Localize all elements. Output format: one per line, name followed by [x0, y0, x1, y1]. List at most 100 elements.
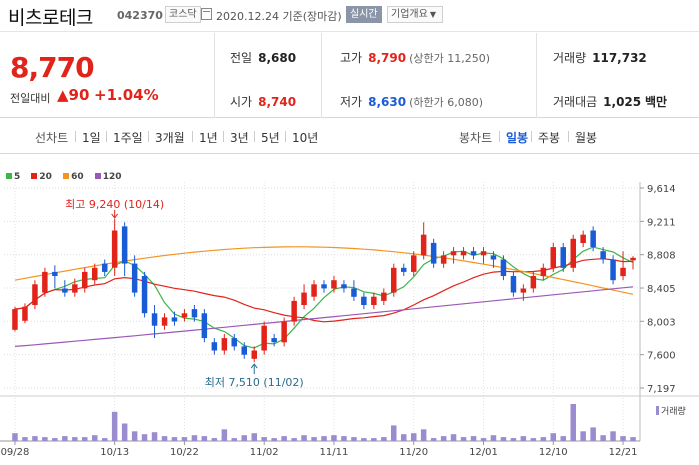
candle-body — [470, 251, 477, 256]
divider — [192, 131, 193, 142]
volume-bar — [530, 438, 537, 441]
volume-bar — [361, 438, 367, 441]
candle-body — [590, 230, 596, 247]
volume-bar — [351, 437, 357, 441]
candle-body — [131, 263, 138, 293]
volume-bar — [630, 437, 636, 441]
divider — [536, 33, 537, 118]
candle-body — [500, 259, 507, 276]
volume-bar — [221, 429, 228, 441]
candle-weekly[interactable]: 주봉 — [538, 131, 561, 145]
period-5y[interactable]: 5년 — [261, 131, 280, 145]
candle-body — [271, 338, 277, 343]
stock-header: 비츠로테크 042370 코스닥 2020.12.24 기준(장마감) 실시간 … — [0, 0, 699, 32]
divider — [285, 131, 286, 142]
candle-body — [311, 284, 317, 297]
divider — [254, 131, 255, 142]
candle-body — [22, 306, 28, 321]
volume-bar — [72, 437, 78, 441]
divider — [106, 131, 107, 142]
divider — [499, 131, 500, 142]
period-3m[interactable]: 3개월 — [155, 131, 185, 145]
divider — [148, 131, 149, 142]
volume-bar — [291, 438, 297, 441]
candle-monthly[interactable]: 월봉 — [575, 131, 598, 145]
candle-body — [72, 284, 78, 293]
volume-bar — [151, 432, 158, 441]
x-tick-label: 09/28 — [1, 447, 30, 458]
max-annotation: 최고 9,240 (10/14) — [65, 198, 164, 211]
volume-bar — [181, 437, 188, 441]
volume-bar — [560, 436, 566, 441]
volume-bar — [401, 434, 407, 441]
candle-body — [121, 226, 128, 264]
candle-body — [341, 284, 347, 289]
volume-bar — [62, 436, 68, 441]
candle-body — [430, 242, 437, 264]
candle-body — [630, 257, 636, 261]
candle-body — [181, 313, 188, 318]
volume-bar — [171, 437, 178, 441]
candle-body — [540, 267, 547, 277]
volume-bar — [430, 438, 437, 441]
volume-bar — [500, 437, 507, 441]
volume-bar — [241, 435, 247, 441]
ma20-line — [14, 258, 634, 323]
period-3y[interactable]: 3년 — [230, 131, 249, 145]
trade-amount: 거래대금 1,025 백만 — [553, 95, 668, 109]
volume-bar — [520, 436, 527, 441]
volume-bar — [141, 434, 148, 441]
volume-bar — [490, 435, 497, 441]
legend-item-ma60: 60 — [63, 172, 84, 182]
period-1y[interactable]: 1년 — [199, 131, 218, 145]
candle-daily[interactable]: 일봉 — [506, 131, 529, 145]
volume-label: 거래량 — [661, 405, 686, 417]
candle-body — [600, 251, 606, 260]
candle-body — [82, 271, 88, 289]
candle-body — [411, 255, 417, 272]
x-tick-label: 12/21 — [609, 447, 638, 458]
volume-bar — [620, 436, 626, 441]
candle-body — [291, 300, 297, 322]
volume-bar — [610, 431, 616, 441]
candle-body — [171, 317, 178, 322]
candle-body — [480, 251, 487, 256]
volume-bar — [201, 436, 208, 441]
volume-bar — [450, 434, 457, 441]
candle-body — [32, 284, 38, 305]
x-tick-label: 10/22 — [170, 447, 199, 458]
candle-body — [211, 342, 218, 351]
change-value: ▲90 — [57, 86, 90, 104]
legend-item-ma5: 5 — [6, 172, 20, 182]
realtime-button[interactable]: 실시간 — [346, 6, 382, 23]
volume-bar — [92, 435, 98, 441]
candle-body — [201, 313, 208, 339]
period-1w[interactable]: 1주일 — [113, 131, 143, 145]
company-overview-dropdown[interactable]: 기업개요 ▼ — [387, 6, 443, 23]
candle-body — [510, 276, 517, 293]
candle-body — [371, 296, 377, 305]
candle-body — [141, 276, 148, 314]
volume-bar — [12, 433, 18, 441]
volume-bar — [570, 404, 576, 441]
volume-bar — [580, 431, 586, 441]
candle-body — [42, 271, 48, 293]
date-label: 2020.12.24 기준(장마감) — [216, 10, 342, 23]
period-1d[interactable]: 1일 — [82, 131, 101, 145]
y-tick-label: 8,405 — [647, 284, 676, 295]
divider — [568, 131, 569, 142]
period-10y[interactable]: 10년 — [292, 131, 319, 145]
candle-body — [92, 267, 98, 281]
volume-bar — [42, 437, 48, 441]
candle-body — [550, 247, 556, 268]
line-chart-label: 선차트 — [35, 131, 69, 145]
divider — [223, 131, 224, 142]
x-tick-label: 11/11 — [320, 447, 349, 458]
legend-swatch — [6, 173, 12, 179]
candle-body — [391, 267, 397, 293]
volume-bar — [22, 437, 28, 441]
volume-bar — [82, 437, 88, 441]
chevron-down-icon: ▼ — [429, 10, 436, 19]
candle-body — [301, 292, 307, 305]
